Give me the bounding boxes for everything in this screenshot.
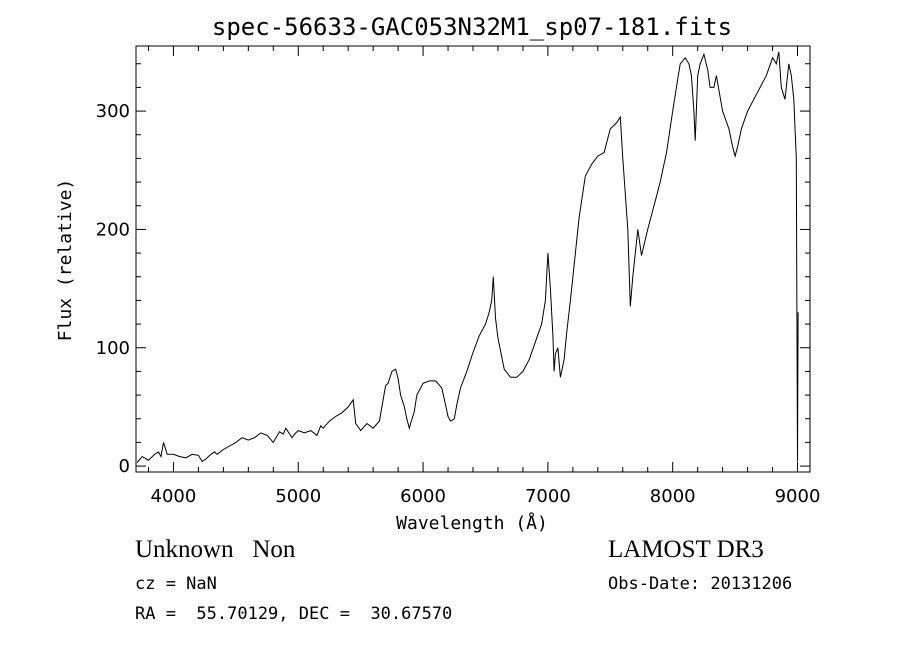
y-axis-label: Flux (relative) bbox=[55, 179, 76, 342]
x-tick-label: 8000 bbox=[650, 486, 696, 507]
x-tick-label: 4000 bbox=[151, 486, 197, 507]
chart-title: spec-56633-GAC053N32M1_sp07-181.fits bbox=[212, 13, 732, 41]
plot-frame bbox=[135, 45, 811, 473]
survey-label: LAMOST DR3 bbox=[608, 536, 764, 563]
x-tick-label: 9000 bbox=[775, 486, 821, 507]
x-axis-label: Wavelength (Å) bbox=[396, 512, 548, 534]
coordinates-text: RA = 55.70129, DEC = 30.67570 bbox=[135, 604, 453, 624]
x-tick-label: 6000 bbox=[400, 486, 446, 507]
spectrum-series-line bbox=[136, 51, 799, 463]
x-tick-label: 5000 bbox=[275, 486, 321, 507]
x-tick-label: 7000 bbox=[525, 486, 571, 507]
y-tick-label: 100 bbox=[96, 338, 130, 359]
y-tick-label: 200 bbox=[96, 219, 130, 240]
axis-tick-labels: 4000 5000 6000 7000 8000 9000 0 100 200 300 bbox=[96, 101, 821, 507]
obs-date-text: Obs-Date: 20131206 bbox=[608, 574, 793, 594]
y-tick-label: 300 bbox=[96, 101, 130, 122]
axis-ticks bbox=[136, 46, 810, 472]
object-classification: Unknown Non bbox=[135, 536, 296, 563]
redshift-text: cz = NaN bbox=[135, 574, 217, 594]
y-tick-label: 0 bbox=[119, 456, 130, 477]
